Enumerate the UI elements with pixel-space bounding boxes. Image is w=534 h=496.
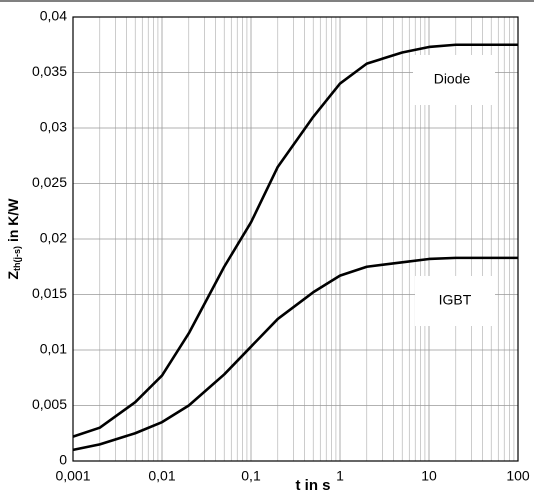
y-label-main: Z — [5, 271, 21, 280]
y-tick-label: 0,025 — [32, 174, 67, 190]
y-tick-label: 0,01 — [40, 341, 67, 357]
y-label-sub: th(j-s) — [12, 246, 22, 271]
x-tick-label: 0,1 — [241, 468, 261, 484]
plot-frame — [72, 16, 519, 462]
y-tick-label: 0,02 — [40, 230, 67, 246]
y-label-rest: in K/W — [5, 198, 21, 246]
annotation-box — [415, 276, 495, 326]
x-axis-label: t in s — [295, 477, 330, 494]
x-tick-label: 10 — [421, 468, 437, 484]
y-tick-label: 0 — [59, 452, 67, 468]
x-tick-label: 1 — [336, 468, 344, 484]
y-tick-label: 0,04 — [40, 8, 67, 24]
y-axis-label: Zth(j-s) in K/W — [5, 198, 23, 280]
series-label: Diode — [434, 71, 471, 87]
x-tick-label: 0,01 — [148, 468, 175, 484]
annotation-box — [413, 55, 495, 105]
y-tick-label: 0,035 — [32, 63, 67, 79]
series-line — [72, 43, 518, 438]
y-tick-label: 0,005 — [32, 396, 67, 412]
lines — [72, 43, 518, 452]
y-tick-label: 0,015 — [32, 285, 67, 301]
x-tick-label: 0,001 — [55, 468, 90, 484]
x-tick-label: 100 — [506, 468, 530, 484]
series-line — [72, 256, 518, 452]
y-tick-label: 0,03 — [40, 119, 67, 135]
series-label: IGBT — [439, 292, 472, 308]
